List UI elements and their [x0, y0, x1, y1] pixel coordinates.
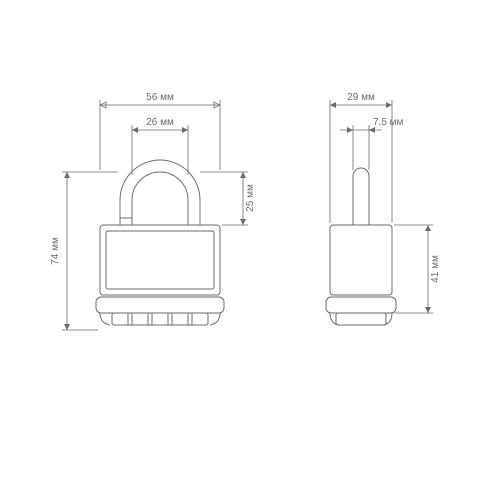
- dim-total-width: 56 мм: [146, 92, 174, 103]
- side-view: 29 мм 7.5 мм 41 мм: [326, 92, 441, 325]
- dim-total-height: 74 мм: [50, 237, 61, 265]
- dim-shackle-height: 25 мм: [245, 184, 256, 212]
- dimension-drawing: 56 мм 26 мм 25 мм 74 мм: [0, 0, 500, 500]
- front-view: 56 мм 26 мм 25 мм 74 мм: [50, 92, 256, 330]
- dim-body-depth: 29 мм: [347, 92, 375, 103]
- dim-shackle-dia: 7.5 мм: [373, 117, 404, 128]
- dim-shackle-width: 26 мм: [146, 117, 174, 128]
- dim-body-height: 41 мм: [430, 255, 441, 283]
